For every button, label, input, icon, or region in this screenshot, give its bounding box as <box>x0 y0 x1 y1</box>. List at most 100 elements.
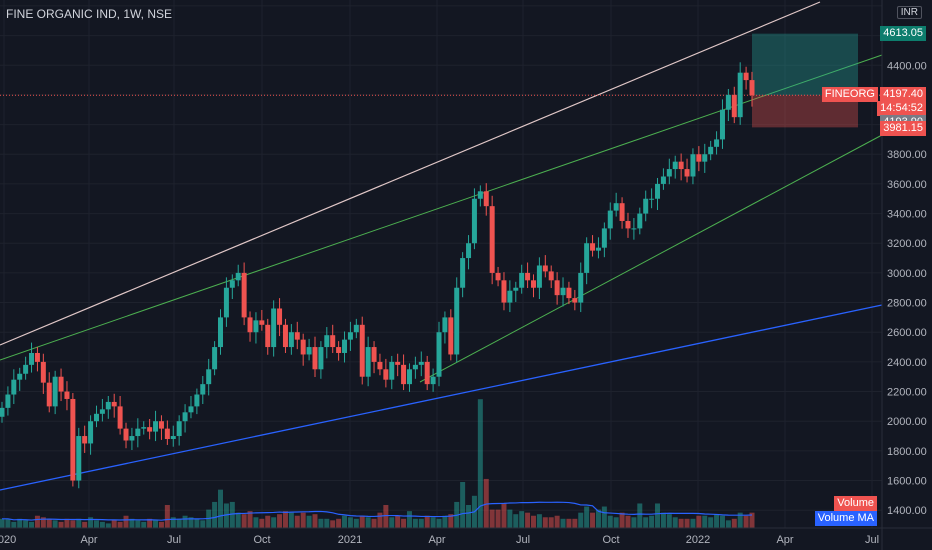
candle-body <box>607 210 613 229</box>
channel-top-line <box>0 54 883 361</box>
volume-bar <box>542 517 548 528</box>
price-tick-label: 3600.00 <box>887 179 927 191</box>
candle-body <box>52 376 58 407</box>
volume-bar <box>11 521 17 528</box>
candle-body <box>448 317 454 355</box>
candle-body <box>158 421 164 429</box>
candle-body <box>560 287 566 296</box>
candle-body <box>595 247 601 251</box>
candle-body <box>471 198 477 244</box>
candle-body <box>637 213 643 229</box>
volume-bar <box>76 518 82 528</box>
candle-body <box>572 298 578 303</box>
candle-body <box>229 280 235 288</box>
candle-body <box>129 436 135 441</box>
volume-bar <box>200 520 206 528</box>
candle-body <box>696 154 702 162</box>
volume-bar <box>424 515 430 528</box>
stop-price-tag: 3981.15 <box>880 121 926 137</box>
volume-bar <box>460 482 466 528</box>
volume-bar <box>643 517 649 528</box>
candle-body <box>365 347 371 377</box>
volume-legend[interactable]: Volume <box>834 496 877 511</box>
candle-body <box>743 72 749 81</box>
volume-bar <box>406 511 412 528</box>
candle-body <box>188 406 194 413</box>
volume-bar <box>595 509 601 528</box>
volume-bar <box>690 518 696 528</box>
volume-bar <box>696 515 702 528</box>
candle-body <box>454 287 460 355</box>
candle-body <box>182 412 188 422</box>
candle-body <box>135 428 141 437</box>
candle-body <box>17 373 23 380</box>
volume-bar <box>58 521 64 528</box>
candle-body <box>324 335 330 348</box>
candle-body <box>330 335 336 348</box>
volume-bar <box>318 518 324 528</box>
candle-body <box>318 347 324 370</box>
volume-bar <box>672 517 678 528</box>
candle-body <box>389 361 395 380</box>
candle-body <box>412 364 418 370</box>
volume-bar <box>412 518 418 528</box>
candle-body <box>655 183 661 199</box>
price-tick-label: 2600.00 <box>887 327 927 339</box>
volume-bar <box>678 518 684 528</box>
price-tick-label: 2200.00 <box>887 387 927 399</box>
candle-body <box>300 339 306 355</box>
volume-bar <box>129 518 135 528</box>
price-tick-label: 3400.00 <box>887 209 927 221</box>
candle-body <box>690 154 696 177</box>
volume-bar <box>655 503 661 528</box>
price-tick-label: 4400.00 <box>887 60 927 72</box>
volume-ma-legend[interactable]: Volume MA <box>814 511 877 526</box>
volume-bar <box>560 518 566 528</box>
candle-body <box>714 139 720 147</box>
candle-body <box>76 436 82 481</box>
position-target-zone <box>752 33 858 96</box>
volume-bar <box>743 515 749 528</box>
volume-bar <box>158 521 164 528</box>
time-tick-label: Apr <box>80 534 97 546</box>
candle-body <box>631 228 637 230</box>
volume-bar <box>111 520 117 528</box>
volume-bar <box>566 518 572 528</box>
volume-bar <box>590 512 596 528</box>
candle-body <box>40 361 46 383</box>
candle-body <box>424 361 430 385</box>
volume-bar <box>123 515 129 528</box>
volume-bar <box>82 521 88 528</box>
price-tick-label: 2800.00 <box>887 298 927 310</box>
candle-body <box>371 347 377 362</box>
time-tick-label: 2020 <box>0 534 16 546</box>
candle-body <box>194 394 200 407</box>
volume-bar <box>212 501 218 528</box>
volume-bar <box>70 520 76 528</box>
currency-badge[interactable]: INR <box>896 6 922 19</box>
candle-body <box>507 290 513 303</box>
volume-bar <box>52 520 58 528</box>
price-tick-label: 3800.00 <box>887 149 927 161</box>
volume-bar <box>40 517 46 528</box>
candle-body <box>153 421 159 432</box>
volume-bar <box>442 515 448 528</box>
volume-bar <box>330 520 336 528</box>
time-tick-label: Jul <box>516 534 530 546</box>
volume-bar <box>371 518 377 528</box>
candle-body <box>590 243 596 251</box>
candle-body <box>82 436 88 444</box>
candle-body <box>643 198 649 214</box>
candle-body <box>46 382 52 407</box>
volume-bar <box>702 515 708 528</box>
candle-body <box>566 287 572 299</box>
candle-body <box>737 72 743 118</box>
volume-bar <box>241 514 247 528</box>
volume-bar <box>548 517 554 528</box>
symbol-title[interactable]: FINE ORGANIC IND, 1W, NSE <box>6 7 173 21</box>
candle-body <box>501 280 507 303</box>
candle-body <box>312 347 318 370</box>
symbol-price-tag: FINEORG <box>821 87 878 103</box>
volume-bar <box>377 512 383 528</box>
